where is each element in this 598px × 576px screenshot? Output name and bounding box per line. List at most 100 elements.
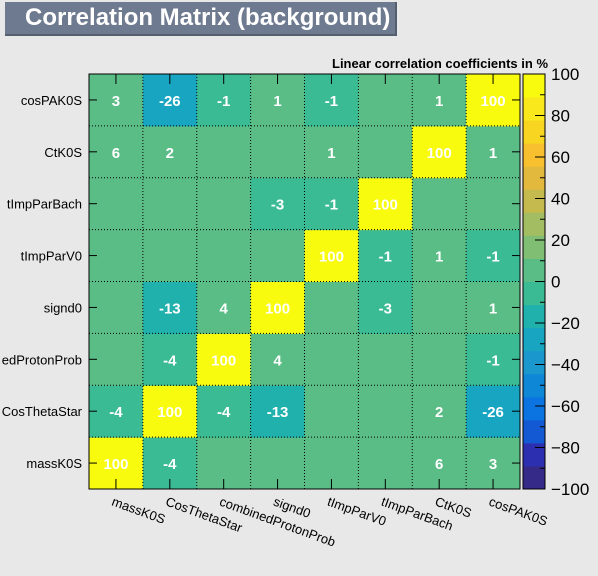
heatmap-cell: [89, 125, 144, 179]
heatmap-cell: [304, 125, 359, 179]
y-tick-label: signd0: [44, 300, 82, 315]
colorbar-tick-label: 20: [551, 231, 570, 250]
colorbar-tick-label: −40: [551, 356, 580, 375]
cell-value-label: -1: [379, 249, 392, 266]
colorbar-band: [523, 327, 545, 352]
heatmap-cell: [358, 125, 413, 179]
heatmap-cell: [466, 333, 521, 386]
y-tick-label: massK0S: [26, 456, 82, 471]
cell-value-label: 2: [435, 404, 443, 421]
heatmap-cell: [196, 125, 252, 179]
heatmap-cell: [250, 385, 305, 438]
cell-value-label: -13: [267, 404, 289, 421]
heatmap-cell: [89, 177, 144, 231]
cell-value-label: -3: [271, 197, 284, 214]
cell-value-label: 100: [157, 404, 182, 421]
heatmap-cell: [304, 229, 359, 282]
colorbar-tick-label: −60: [551, 397, 580, 416]
heatmap-cell: [412, 229, 467, 282]
heatmap-cell: [304, 177, 359, 231]
colorbar-band: [523, 465, 545, 490]
heatmap-cell: [89, 333, 144, 386]
heatmap-cell: [466, 177, 521, 231]
cell-value-label: -1: [325, 93, 338, 110]
y-tick-label: CtK0S: [44, 145, 82, 160]
cell-value-label: 4: [273, 352, 282, 369]
colorbar-band: [523, 442, 545, 467]
heatmap-cell: [358, 385, 413, 438]
chart-subtitle: Linear correlation coefficients in %: [332, 56, 548, 71]
heatmap-cell: [89, 385, 144, 438]
heatmap-cell: [466, 125, 521, 179]
colorbar-band: [523, 212, 545, 236]
heatmap-cell: [196, 229, 252, 282]
cell-value-label: -13: [159, 300, 181, 317]
cell-value-label: 100: [319, 249, 344, 266]
heatmap-cell: [466, 385, 521, 438]
colorbar-tick-label: −20: [551, 314, 580, 333]
heatmap-cell: [89, 281, 144, 334]
heatmap-cell: [250, 177, 305, 231]
heatmap-cell: [358, 229, 413, 282]
cell-value-label: 100: [211, 352, 236, 369]
heatmap-cell: [358, 177, 413, 231]
heatmap-cell: [250, 125, 305, 179]
heatmap-cell: [142, 333, 198, 386]
cell-value-label: 1: [273, 93, 281, 110]
plot-frame: [88, 73, 521, 490]
colorbar-tick-label: 40: [551, 190, 570, 209]
cell-value-label: 1: [489, 145, 497, 162]
colorbar-band: [523, 281, 545, 306]
heatmap-cell: [358, 281, 413, 334]
heatmap-cell: [466, 281, 521, 334]
cell-value-label: 100: [373, 197, 398, 214]
y-tick-label: tImpParV0: [21, 249, 82, 264]
heatmap-cell: [250, 229, 305, 282]
x-tick-label: massK0S: [110, 494, 168, 527]
colorbar-band: [523, 350, 545, 375]
cell-value-label: 1: [435, 249, 443, 266]
cell-value-label: 100: [427, 145, 452, 162]
heatmap-cell: [412, 177, 467, 231]
colorbar-tick-label: 80: [551, 107, 570, 126]
colorbar-band: [523, 258, 545, 282]
cell-value-label: 1: [435, 93, 443, 110]
heatmap-cell: [89, 229, 144, 282]
colorbar-tick-label: −80: [551, 439, 580, 458]
cell-value-label: -1: [486, 352, 499, 369]
cell-value-label: -1: [486, 249, 499, 266]
colorbar-band: [523, 373, 545, 398]
colorbar-tick-label: 0: [551, 273, 560, 292]
cell-value-label: -4: [217, 404, 231, 421]
heatmap-cell: [304, 333, 359, 386]
colorbar-band: [523, 120, 545, 144]
colorbar-tick-label: −100: [551, 480, 589, 499]
y-tick-label: tImpParBach: [7, 197, 82, 212]
heatmap-cell: [304, 385, 359, 438]
heatmap-cell: [412, 333, 467, 386]
cell-value-label: 100: [481, 93, 506, 110]
cell-value-label: -3: [379, 300, 392, 317]
heatmap-cell: [250, 333, 305, 386]
cell-value-label: 100: [103, 456, 128, 473]
page-title: Correlation Matrix (background): [5, 2, 397, 36]
colorbar-band: [523, 74, 545, 98]
heatmap-cell: [142, 281, 198, 334]
cell-value-label: -4: [163, 456, 177, 473]
heatmap-cell: [196, 281, 252, 334]
colorbar-band: [523, 97, 545, 121]
cell-value-label: 6: [112, 145, 120, 162]
cell-value-label: -26: [482, 404, 504, 421]
colorbar-tick-label: 100: [551, 65, 579, 84]
heatmap-cell: [196, 333, 252, 386]
colorbar-band: [523, 143, 545, 167]
colorbar-band: [523, 166, 545, 190]
cell-value-label: 1: [327, 145, 335, 162]
y-tick-label: CosThetaStar: [2, 404, 83, 419]
heatmap-cell: [466, 229, 521, 282]
colorbar-band: [523, 304, 545, 329]
cell-value-label: 2: [166, 145, 174, 162]
heatmap-cell: [142, 385, 198, 438]
y-tick-label: edProtonProb: [2, 352, 82, 367]
